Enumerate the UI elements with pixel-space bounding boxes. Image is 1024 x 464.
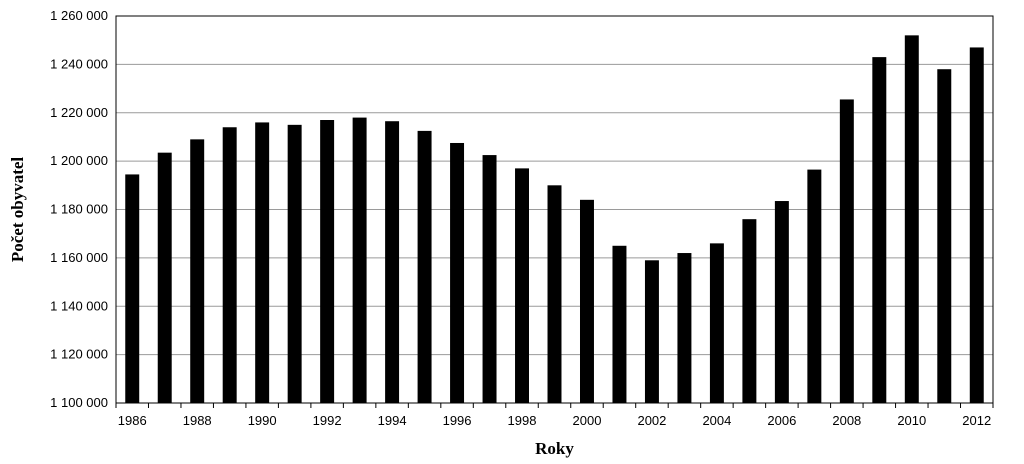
x-tick-label: 2000 <box>573 413 602 428</box>
x-tick-label: 1998 <box>508 413 537 428</box>
bar-1995 <box>417 130 432 403</box>
y-axis-title: Počet obyvatel <box>8 157 27 263</box>
x-tick-label: 1992 <box>313 413 342 428</box>
y-tick-label: 1 180 000 <box>50 202 108 217</box>
x-tick-label: 1988 <box>183 413 212 428</box>
bar-1996 <box>450 142 465 403</box>
y-tick-label: 1 100 000 <box>50 395 108 410</box>
bar-1998 <box>515 168 530 403</box>
bar-1993 <box>352 117 367 404</box>
bar-2000 <box>579 199 594 403</box>
bar-2005 <box>742 219 757 403</box>
y-tick-label: 1 260 000 <box>50 8 108 23</box>
x-tick-label: 2010 <box>897 413 926 428</box>
y-tick-label: 1 200 000 <box>50 153 108 168</box>
x-tick-label: 1986 <box>118 413 147 428</box>
bars <box>125 35 984 404</box>
plot-area-frame <box>115 15 994 404</box>
y-tick-label: 1 120 000 <box>50 347 108 362</box>
x-tick-label: 1996 <box>443 413 472 428</box>
bar-2012 <box>969 47 984 403</box>
bar-2001 <box>612 245 627 403</box>
y-tick-label: 1 160 000 <box>50 250 108 265</box>
x-tick-label: 2008 <box>832 413 861 428</box>
bar-2009 <box>872 57 887 404</box>
bar-2006 <box>774 201 789 403</box>
y-tick-label: 1 140 000 <box>50 298 108 313</box>
bar-2007 <box>807 169 822 403</box>
bar-1986 <box>125 174 140 403</box>
y-tick-label: 1 220 000 <box>50 105 108 120</box>
y-axis-tick-labels: 1 100 000 1 120 000 1 140 000 1 160 000 1 18… <box>50 8 108 410</box>
x-tick-label: 2012 <box>962 413 991 428</box>
bar-2010 <box>904 35 919 403</box>
bar-2002 <box>644 260 659 403</box>
x-axis-tick-labels: 1986 1988 1990 1992 1994 1996 1998 2000 2002 2004… <box>115 403 994 428</box>
bar-1997 <box>482 155 497 403</box>
bar-1994 <box>385 121 400 403</box>
bar-2008 <box>839 99 854 404</box>
bar-2011 <box>937 69 952 404</box>
x-axis-title: Roky <box>535 439 574 458</box>
bar-2004 <box>709 243 724 403</box>
x-tick-label: 1994 <box>378 413 407 428</box>
bar-1991 <box>287 124 302 403</box>
x-tick-label: 2006 <box>767 413 796 428</box>
y-tick-label: 1 240 000 <box>50 56 108 71</box>
x-tick-label: 2002 <box>637 413 666 428</box>
bar-2003 <box>677 253 692 403</box>
bar-1988 <box>190 139 205 403</box>
x-tick-label: 1990 <box>248 413 277 428</box>
bar-1989 <box>222 127 237 403</box>
bar-1987 <box>157 152 172 403</box>
x-tick-label: 2004 <box>702 413 731 428</box>
bar-1999 <box>547 185 562 403</box>
bar-1992 <box>320 120 335 403</box>
bar-1990 <box>255 122 270 404</box>
